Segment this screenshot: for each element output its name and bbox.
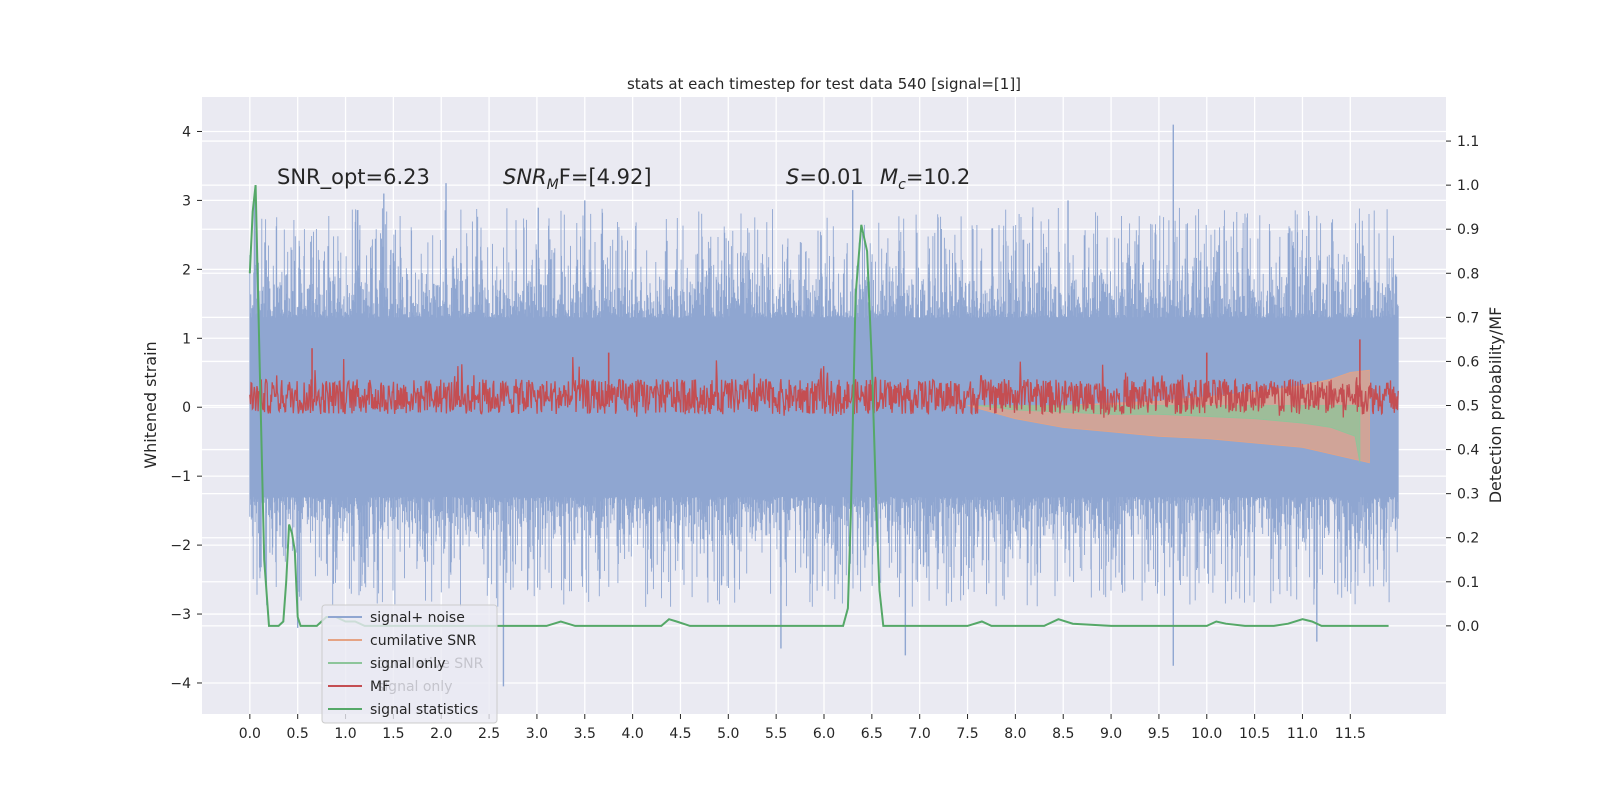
annotation-snr-mf-rest: F=[4.92] (559, 165, 652, 189)
annotation-s-value: =0.01 (799, 165, 863, 189)
x-tick-label: 10.5 (1239, 726, 1270, 742)
legend-ghost-label: signal only (377, 679, 452, 695)
legend-entry: MF (328, 679, 390, 695)
annotation-snr-mf-sub: M (547, 177, 559, 193)
x-tick-label: 6.5 (861, 726, 883, 742)
x-tick-label: 7.0 (909, 726, 931, 742)
x-tick-label: 3.0 (526, 726, 548, 742)
axes: 0.0 0.5 1.0 1.5 2.0 2.5 3.0 3.5 4.0 4.5 5.0 5.5 6.0 6… (170, 124, 1479, 742)
annotation-s-name: S (786, 165, 799, 189)
x-tick-label: 9.5 (1148, 726, 1170, 742)
annotation-snr-opt: SNR_opt=6.23 (277, 165, 430, 190)
x-tick-label: 4.0 (621, 726, 643, 742)
legend-entry: signal+ noise (328, 610, 465, 626)
y-tick-label: 1 (182, 331, 191, 347)
x-tick-label: 1.5 (382, 726, 404, 742)
x-tick-label: 0.5 (287, 726, 309, 742)
y-tick-label: 2 (182, 262, 191, 278)
legend-ghost-label: cumilative SNR (377, 656, 484, 672)
annotation-mc-name: M (880, 165, 898, 189)
y-tick-label: 3 (182, 193, 191, 209)
x-tick-label: 3.5 (574, 726, 596, 742)
legend-label: signal only (370, 656, 445, 672)
y2-tick-label: 0.6 (1457, 354, 1479, 370)
y2-tick-label: 1.1 (1457, 134, 1479, 150)
y2-tick-label: 0.8 (1457, 266, 1479, 282)
y-tick-label: −1 (170, 469, 191, 485)
mf-trace (249, 357, 1399, 418)
y2-tick-label: 0.2 (1457, 531, 1479, 547)
legend-label: signal+ noise (370, 610, 465, 626)
y2-tick-label: 1.0 (1457, 178, 1479, 194)
plot-content (248, 124, 1399, 687)
legend-frame (321, 604, 498, 724)
y2-axis-label: Detection probability/MF (1486, 307, 1505, 504)
annotation-mc-sub: c (898, 177, 906, 193)
y-axis-label: Whitened strain (141, 341, 160, 468)
y2-tick-label: 0.5 (1457, 399, 1479, 415)
y-tick-label: −2 (170, 538, 191, 554)
x-tick-label: 5.5 (765, 726, 787, 742)
x-tick-label: 0.0 (239, 726, 261, 742)
legend-entry: signal only (328, 656, 445, 672)
signal-statistics-line (248, 184, 1389, 627)
x-tick-label: 2.0 (430, 726, 452, 742)
annotation-s: S=0.01 (786, 165, 864, 189)
annotation-mc-value: =10.2 (906, 165, 970, 189)
x-tick-label: 7.5 (956, 726, 978, 742)
y-tick-label: −3 (170, 607, 191, 623)
y-tick-label: 0 (182, 400, 191, 416)
legend-label: signal statistics (370, 702, 478, 718)
annotation-snr-mf-name: SNR (503, 165, 547, 189)
y2-tick-label: 0.4 (1457, 443, 1479, 459)
chart-title: stats at each timestep for test data 540… (627, 75, 1021, 93)
x-tick-label: 5.0 (717, 726, 739, 742)
legend-entry: cumilative SNR (328, 633, 477, 649)
legend: cumilative SNR signal only signal+ noise… (321, 604, 498, 724)
x-tick-label: 11.5 (1335, 726, 1366, 742)
y2-tick-label: 0.1 (1457, 575, 1479, 591)
annotation-mc: Mc=10.2 (880, 165, 970, 193)
y-tick-label: 4 (182, 124, 191, 140)
y2-tick-label: 0.7 (1457, 310, 1479, 326)
y2-tick-label: 0.0 (1457, 619, 1479, 635)
x-tick-label: 2.5 (478, 726, 500, 742)
legend-label: MF (370, 679, 390, 695)
annotation-snr-mf: SNRMF=[4.92] (503, 165, 652, 193)
x-tick-label: 6.0 (813, 726, 835, 742)
x-tick-label: 8.0 (1004, 726, 1026, 742)
legend-label: cumilative SNR (370, 633, 477, 649)
x-tick-label: 1.0 (334, 726, 356, 742)
x-tick-label: 8.5 (1052, 726, 1074, 742)
annotations: SNR_opt=6.23 SNRMF=[4.92] S=0.01 Mc=10.2 (277, 165, 970, 193)
legend-entry: signal statistics (328, 702, 478, 718)
x-tick-label: 11.0 (1287, 726, 1318, 742)
x-tick-label: 4.5 (669, 726, 691, 742)
x-tick-label: 10.0 (1191, 726, 1222, 742)
y2-tick-label: 0.3 (1457, 487, 1479, 503)
x-tick-label: 9.0 (1100, 726, 1122, 742)
y2-tick-label: 0.9 (1457, 222, 1479, 238)
y-tick-label: −4 (170, 676, 191, 692)
